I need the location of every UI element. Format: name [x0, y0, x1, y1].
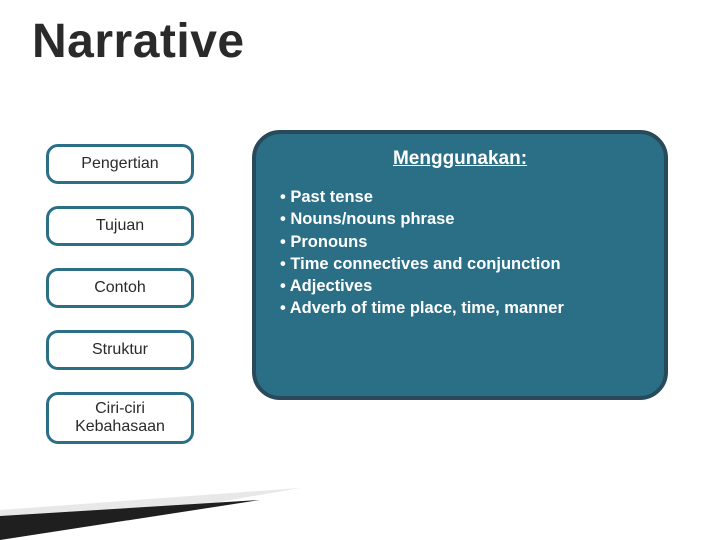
panel-list-item-5: Adverb of time place, time, manner [280, 297, 644, 319]
nav-item-label: Contoh [94, 279, 146, 297]
wedge-light [0, 488, 300, 540]
wedge-dark [0, 500, 260, 540]
panel-title: Menggunakan: [276, 148, 644, 170]
panel-list-item-3: Time connectives and conjunction [280, 253, 644, 275]
panel-list: Past tenseNouns/nouns phrasePronounsTime… [276, 186, 644, 320]
panel-list-item-4: Adjectives [280, 275, 644, 297]
nav-item-2[interactable]: Contoh [46, 268, 194, 308]
decorative-wedge [0, 450, 360, 540]
nav-item-0[interactable]: Pengertian [46, 144, 194, 184]
panel-list-item-1: Nouns/nouns phrase [280, 208, 644, 230]
slide-title: Narrative [32, 14, 245, 69]
nav-item-label: Ciri-ciri Kebahasaan [75, 400, 165, 437]
content-panel: Menggunakan: Past tenseNouns/nouns phras… [252, 130, 668, 400]
nav-item-label: Struktur [92, 341, 148, 359]
nav-item-label: Pengertian [81, 155, 158, 173]
nav-list: Pengertian Tujuan Contoh Struktur Ciri-ciri … [46, 144, 194, 444]
nav-item-1[interactable]: Tujuan [46, 206, 194, 246]
panel-list-item-0: Past tense [280, 186, 644, 208]
nav-item-4[interactable]: Ciri-ciri Kebahasaan [46, 392, 194, 444]
nav-item-3[interactable]: Struktur [46, 330, 194, 370]
panel-list-item-2: Pronouns [280, 231, 644, 253]
nav-item-label: Tujuan [96, 217, 144, 235]
